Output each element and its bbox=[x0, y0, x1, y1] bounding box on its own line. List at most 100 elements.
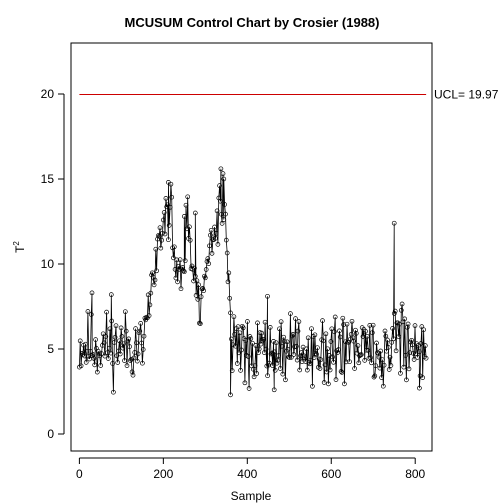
data-point bbox=[268, 351, 274, 357]
data-point bbox=[261, 337, 266, 342]
data-point bbox=[127, 344, 132, 349]
data-point bbox=[135, 351, 141, 357]
data-point bbox=[240, 325, 246, 331]
data-point bbox=[263, 346, 269, 352]
data-point bbox=[272, 367, 278, 373]
data-point bbox=[224, 250, 230, 256]
data-point bbox=[88, 349, 93, 354]
data-point bbox=[208, 227, 214, 233]
data-point bbox=[171, 255, 176, 261]
data-point bbox=[265, 373, 270, 379]
data-point bbox=[223, 237, 229, 243]
data-point bbox=[393, 348, 399, 354]
data-point bbox=[102, 353, 108, 359]
series-line bbox=[79, 168, 427, 395]
data-point bbox=[125, 338, 131, 344]
data-point bbox=[287, 355, 292, 360]
data-point bbox=[231, 314, 237, 320]
data-point bbox=[146, 313, 152, 318]
data-point bbox=[180, 265, 186, 270]
data-point bbox=[294, 357, 300, 363]
data-point bbox=[174, 257, 180, 263]
data-point bbox=[351, 338, 357, 344]
data-point bbox=[385, 345, 391, 350]
data-point bbox=[369, 360, 374, 366]
y-axis-label: T2 bbox=[12, 241, 27, 253]
data-point bbox=[416, 349, 422, 355]
data-point bbox=[396, 334, 402, 340]
data-point bbox=[331, 359, 336, 365]
data-point bbox=[358, 352, 364, 357]
data-point bbox=[253, 343, 259, 348]
data-point bbox=[340, 315, 346, 321]
data-point bbox=[271, 339, 276, 344]
data-point bbox=[417, 385, 422, 391]
data-point bbox=[159, 237, 165, 243]
data-point bbox=[191, 278, 196, 284]
data-point bbox=[187, 224, 192, 230]
data-point bbox=[363, 328, 368, 334]
data-point bbox=[420, 375, 426, 380]
data-point bbox=[124, 363, 130, 368]
data-point bbox=[242, 380, 248, 386]
data-point bbox=[382, 328, 388, 334]
data-point bbox=[323, 331, 329, 337]
data-point bbox=[386, 367, 392, 372]
data-point bbox=[130, 372, 136, 378]
data-point bbox=[185, 194, 191, 200]
data-point bbox=[88, 312, 94, 317]
data-point bbox=[413, 351, 419, 357]
data-point bbox=[213, 231, 219, 236]
data-point bbox=[266, 360, 272, 366]
data-point bbox=[349, 318, 355, 324]
data-point bbox=[99, 351, 104, 356]
data-point bbox=[265, 293, 270, 299]
data-point bbox=[121, 341, 126, 347]
data-point bbox=[192, 265, 197, 271]
data-point bbox=[236, 350, 242, 356]
data-point bbox=[291, 352, 297, 357]
data-point bbox=[117, 338, 122, 344]
data-point bbox=[163, 196, 169, 201]
data-point bbox=[421, 327, 426, 333]
data-point bbox=[237, 330, 243, 336]
data-point bbox=[112, 334, 118, 340]
data-point bbox=[341, 322, 346, 327]
data-point bbox=[118, 325, 124, 331]
data-point bbox=[134, 340, 139, 346]
data-point bbox=[304, 367, 310, 373]
data-point bbox=[111, 340, 117, 345]
data-point bbox=[369, 330, 375, 336]
data-point bbox=[228, 392, 233, 398]
data-point bbox=[277, 326, 282, 332]
data-point bbox=[83, 341, 88, 347]
data-point bbox=[348, 336, 353, 342]
data-point bbox=[173, 275, 179, 281]
data-point bbox=[337, 328, 342, 334]
data-point bbox=[296, 319, 302, 324]
x-tick-label: 0 bbox=[76, 467, 83, 481]
data-point bbox=[368, 355, 373, 361]
data-point bbox=[310, 383, 315, 389]
data-point bbox=[350, 335, 356, 341]
data-point bbox=[158, 245, 164, 251]
data-point bbox=[98, 363, 104, 368]
data-point bbox=[139, 340, 144, 346]
data-point bbox=[380, 357, 385, 363]
data-point bbox=[410, 342, 415, 348]
y-axis: 0 5 10 15 20 bbox=[41, 87, 65, 441]
data-point bbox=[151, 282, 157, 288]
data-point bbox=[373, 363, 379, 369]
data-point bbox=[138, 321, 144, 326]
data-point bbox=[243, 338, 249, 343]
data-point bbox=[187, 237, 193, 243]
data-point bbox=[176, 263, 181, 269]
data-point bbox=[126, 336, 132, 342]
data-point bbox=[255, 320, 260, 326]
data-point bbox=[384, 348, 389, 354]
data-point bbox=[171, 244, 177, 250]
data-point bbox=[262, 319, 268, 325]
data-point bbox=[412, 323, 418, 328]
data-point bbox=[322, 362, 328, 368]
data-point bbox=[101, 340, 107, 346]
